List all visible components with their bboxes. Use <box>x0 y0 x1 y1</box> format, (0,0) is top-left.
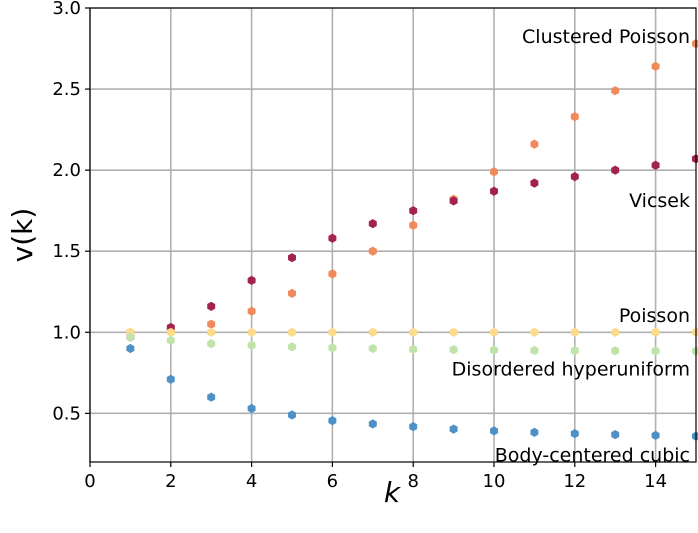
poisson-point <box>570 327 579 337</box>
poisson-point <box>207 327 216 337</box>
body-centered-cubic-point <box>328 416 337 426</box>
x-tick-label: 8 <box>407 471 418 492</box>
body-centered-cubic-point <box>692 431 698 441</box>
clustered-poisson-point <box>409 220 418 230</box>
series-labels: Clustered Poisson Vicsek Poisson Disordered… <box>452 26 690 466</box>
x-tick-label: 12 <box>563 471 586 492</box>
plot-frame <box>89 7 697 463</box>
x-tick-label: 2 <box>165 471 176 492</box>
poisson-point <box>288 327 296 337</box>
poisson-point <box>409 327 418 337</box>
vicsek-point <box>449 196 458 206</box>
body-centered-cubic-point <box>368 419 377 429</box>
poisson-point <box>166 327 175 337</box>
body-centered-cubic-point <box>126 343 135 354</box>
vicsek-point <box>692 154 698 164</box>
clustered-poisson-point <box>692 39 698 49</box>
vicsek-point <box>368 219 377 229</box>
x-tick-label: 10 <box>483 471 506 492</box>
ticks: 0 2 4 6 8 10 12 14 0.5 1.0 1.5 2.0 2.5 3.0 <box>52 0 667 492</box>
x-axis-label: k <box>384 476 402 509</box>
disordered-hyperuniform-point <box>409 344 418 354</box>
y-tick-label: 2.5 <box>52 79 81 100</box>
poisson-point <box>449 327 458 337</box>
body-centered-cubic-point <box>490 426 498 436</box>
disordered-hyperuniform-point <box>651 346 660 356</box>
x-tick-label: 14 <box>644 471 667 492</box>
series-annotation: Vicsek <box>629 190 690 212</box>
series-annotation: Body-centered cubic <box>495 445 690 467</box>
disordered-hyperuniform-point <box>692 346 698 356</box>
body-centered-cubic-point <box>247 403 256 414</box>
vicsek-point <box>530 178 539 188</box>
y-tick-label: 1.5 <box>52 241 81 262</box>
disordered-hyperuniform-point <box>207 339 216 349</box>
x-tick-label: 4 <box>246 471 257 492</box>
disordered-hyperuniform-point <box>611 346 620 356</box>
clustered-poisson-point <box>490 167 498 177</box>
vicsek-point <box>611 165 620 175</box>
disordered-hyperuniform-point <box>570 346 579 356</box>
poisson-point <box>328 327 337 337</box>
series-annotation: Disordered hyperuniform <box>452 359 690 381</box>
vicsek-point <box>651 160 660 170</box>
disordered-hyperuniform-point <box>530 345 539 356</box>
clustered-poisson-point <box>651 61 660 71</box>
body-centered-cubic-point <box>288 410 296 420</box>
disordered-hyperuniform-point <box>247 340 256 350</box>
body-centered-cubic-point <box>651 430 660 441</box>
vicsek-point <box>328 233 337 243</box>
poisson-point <box>490 327 498 337</box>
clustered-poisson-point <box>570 112 579 122</box>
vicsek-point <box>490 186 498 196</box>
y-tick-label: 2.0 <box>52 160 81 181</box>
y-tick-label: 3.0 <box>52 0 81 19</box>
vicsek-point <box>247 275 256 285</box>
vicsek-point <box>288 253 296 263</box>
poisson-point <box>247 327 256 337</box>
poisson-point <box>651 327 660 337</box>
poisson-point <box>611 327 620 337</box>
series-annotation: Poisson <box>619 305 690 327</box>
body-centered-cubic-point <box>207 392 216 402</box>
vicsek-point <box>570 172 579 182</box>
data-points <box>126 39 698 441</box>
disordered-hyperuniform-point <box>490 345 498 355</box>
series-annotation: Clustered Poisson <box>522 26 690 48</box>
disordered-hyperuniform-point <box>126 332 135 342</box>
body-centered-cubic-point <box>409 422 418 432</box>
disordered-hyperuniform-point <box>368 343 377 354</box>
x-tick-label: 6 <box>327 471 338 492</box>
poisson-point <box>368 327 377 337</box>
poisson-point <box>530 327 539 337</box>
disordered-hyperuniform-point <box>166 335 175 345</box>
clustered-poisson-point <box>247 306 256 316</box>
clustered-poisson-point <box>611 86 620 96</box>
clustered-poisson-point <box>530 139 539 149</box>
body-centered-cubic-point <box>166 374 175 384</box>
clustered-poisson-point <box>207 319 216 329</box>
vicsek-point <box>207 301 216 311</box>
x-tick-label: 0 <box>84 471 95 492</box>
y-tick-label: 1.0 <box>52 322 81 343</box>
disordered-hyperuniform-point <box>328 343 337 353</box>
y-tick-label: 0.5 <box>52 403 81 424</box>
grid <box>89 7 696 462</box>
poisson-point <box>692 327 698 337</box>
vicsek-point <box>409 206 418 216</box>
body-centered-cubic-point <box>449 424 458 434</box>
disordered-hyperuniform-point <box>449 345 458 355</box>
body-centered-cubic-point <box>611 430 620 440</box>
body-centered-cubic-point <box>570 429 579 439</box>
y-axis-label: v(k) <box>6 208 39 263</box>
axes <box>89 7 697 463</box>
disordered-hyperuniform-point <box>288 342 296 352</box>
body-centered-cubic-point <box>530 427 539 437</box>
clustered-poisson-point <box>288 288 296 298</box>
clustered-poisson-point <box>368 246 377 256</box>
clustered-poisson-point <box>328 269 337 279</box>
